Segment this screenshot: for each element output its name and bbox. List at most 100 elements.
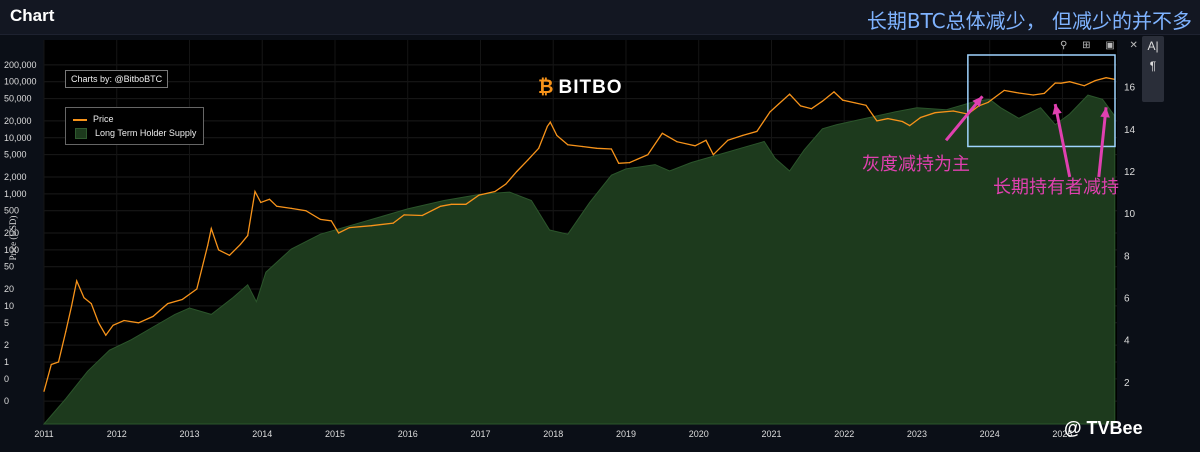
y-left-axis-title: Price (USD) [8,216,18,261]
price-point-56 [661,132,663,134]
price-point-29 [319,218,321,220]
x-tick-label: 2021 [761,429,781,439]
top-bar: Chart 长期BTC总体减少， 但减少的并不多 [0,0,1200,35]
headline-annotation: 长期BTC总体减少， 但减少的并不多 [866,9,1192,33]
y-left-tick-label: 20,000 [4,116,32,126]
price-point-17 [207,244,209,246]
chart-legend[interactable]: Price Long Term Holder Supply [65,107,205,145]
y-left-tick-label: 0 [4,396,9,406]
price-point-11 [123,319,125,322]
price-point-48 [556,134,558,137]
price-point-58 [694,145,696,147]
price-point-71 [842,99,844,101]
price-point-68 [810,108,813,110]
price-point-31 [338,232,340,234]
price-point-87 [1043,92,1045,94]
price-point-69 [821,100,824,102]
price-point-18 [210,228,212,230]
price-point-5 [76,280,78,282]
y-left-tick-label: 200,000 [4,60,37,70]
price-point-61 [727,139,729,141]
y-right-tick-label: 10 [1124,209,1136,220]
price-point-27 [290,207,292,209]
y-left-tick-label: 50,000 [4,94,32,104]
price-point-42 [505,183,507,185]
y-left-tick-label: 200 [4,228,19,238]
price-point-76 [901,120,904,123]
x-tick-label: 2013 [179,429,199,439]
price-point-66 [789,93,791,95]
chart-modebar[interactable]: ⚲ ⊞ ▣ ✕ [1060,40,1144,51]
y-left-tick-label: 100,000 [4,77,37,87]
price-point-46 [546,125,549,127]
x-tick-label: 2012 [107,429,127,439]
price-point-14 [167,303,169,305]
price-point-7 [90,303,92,305]
annotation-grayscale-selling: 灰度减持为主 [862,154,970,175]
arrowhead-2 [1100,107,1110,118]
price-point-21 [239,243,241,245]
annotation-lth-selling: 长期持有者减持 [993,177,1119,198]
price-point-85 [1018,92,1020,94]
bitbo-logo-icon: ₿ [538,77,555,98]
price-point-2 [57,361,60,363]
price-point-60 [712,154,714,156]
price-point-54 [629,162,631,164]
price-point-19 [218,249,220,251]
drawing-tool-panel[interactable]: A| ¶ [1142,36,1164,102]
highlight-box [967,54,1116,148]
price-point-30 [330,220,332,222]
price-point-37 [439,205,442,207]
y-left-tick-label: 2 [4,340,9,350]
price-point-74 [876,120,878,122]
y-left-tick-label: 10 [4,301,14,311]
price-point-67 [800,105,802,107]
price-point-36 [421,214,423,217]
y-left-tick-label: 50 [4,262,14,272]
supply-swatch [75,128,87,140]
price-point-16 [196,288,198,290]
y-left-tick-label: 100 [4,245,19,255]
price-point-23 [254,190,256,193]
price-point-63 [756,130,758,132]
price-point-35 [403,214,405,216]
price-point-49 [567,144,569,146]
x-tick-label: 2020 [689,429,709,439]
price-point-45 [538,147,540,149]
price-point-53 [618,162,620,164]
price-point-86 [1032,94,1034,96]
paragraph-tool-icon[interactable]: ¶ [1149,59,1157,73]
price-point-59 [705,139,707,141]
price-point-70 [833,91,835,93]
price-supply-chart[interactable]: 200,000 100,000 50,000 20,000 10,000 5,000 2,0… [0,35,1200,452]
brand-name: BITBO [558,77,623,98]
price-point-26 [276,205,278,207]
price-point-24 [260,201,262,204]
arrow-2 [1097,107,1108,178]
x-tick-label: 2015 [325,429,345,439]
price-point-84 [1003,89,1005,91]
legend-item-price[interactable]: Price [73,112,196,126]
price-point-1 [50,363,52,366]
arrowhead-0 [972,96,983,107]
price-point-28 [305,210,307,212]
price-point-55 [647,154,649,156]
series-long-term-holder-supply[interactable] [42,94,1116,425]
price-point-80 [952,110,954,112]
price-point-79 [934,112,936,114]
price-point-10 [112,324,114,326]
y-left-tick-label: 2,000 [4,172,27,182]
x-tick-label: 2022 [834,429,854,439]
y-left-tick-label: 500 [4,206,19,216]
x-tick-label: 2023 [907,429,927,439]
y-left-tick-label: 10,000 [4,133,32,143]
y-left-tick-label: 5 [4,318,9,328]
y-left-tick-label: 1 [4,357,9,367]
legend-item-supply[interactable]: Long Term Holder Supply [73,126,196,140]
y-left-tick-label: 5,000 [4,150,27,160]
price-point-73 [865,104,867,106]
x-tick-label: 2011 [34,429,53,439]
price-point-93 [1105,77,1107,79]
price-point-12 [138,322,140,324]
text-tool-icon[interactable]: A| [1147,39,1159,53]
